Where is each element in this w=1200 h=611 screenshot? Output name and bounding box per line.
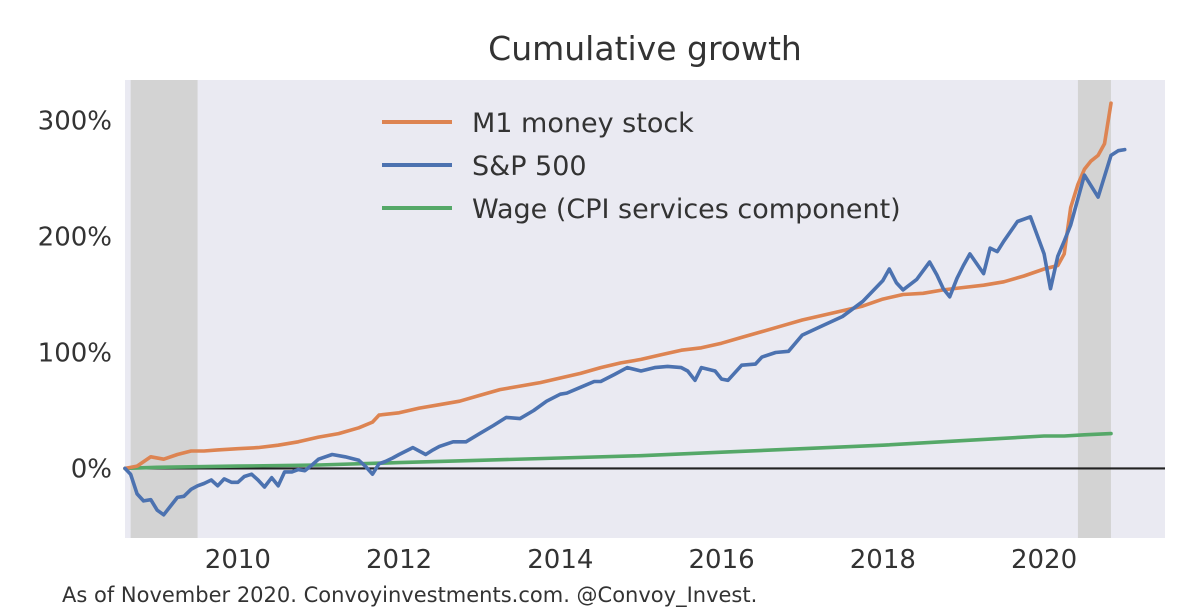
legend: M1 money stock S&P 500 Wage (CPI services … xyxy=(382,108,901,225)
y-tick-label-4: 300% xyxy=(38,107,112,137)
legend-label-3: Wage (CPI services component) xyxy=(472,194,901,225)
footer-note: As of November 2020. Convoyinvestments.c… xyxy=(62,583,758,607)
series-line-3 xyxy=(123,431,1113,471)
x-axis-ticks: 2010 2012 2014 2016 2018 2020 xyxy=(205,545,1077,575)
x-tick-label-2: 2012 xyxy=(366,545,432,575)
x-tick-label-3: 2014 xyxy=(527,545,593,575)
plot-background xyxy=(125,80,1165,538)
x-tick-label-1: 2010 xyxy=(205,545,271,575)
x-tick-label-6: 2020 xyxy=(1011,545,1077,575)
legend-label-2: S&P 500 xyxy=(472,151,587,182)
series-line-1 xyxy=(123,101,1113,471)
legend-label-1: M1 money stock xyxy=(472,108,694,139)
chart-title: Cumulative growth xyxy=(488,29,802,68)
series-lines xyxy=(123,101,1127,517)
x-tick-label-4: 2016 xyxy=(689,545,755,575)
series-line-2 xyxy=(123,147,1127,517)
y-tick-label-3: 200% xyxy=(38,223,112,253)
y-axis-ticks: 0% 100% 200% 300% xyxy=(38,107,112,485)
x-tick-label-5: 2018 xyxy=(850,545,916,575)
y-tick-label-2: 100% xyxy=(38,338,112,368)
y-tick-label-1: 0% xyxy=(71,454,112,484)
